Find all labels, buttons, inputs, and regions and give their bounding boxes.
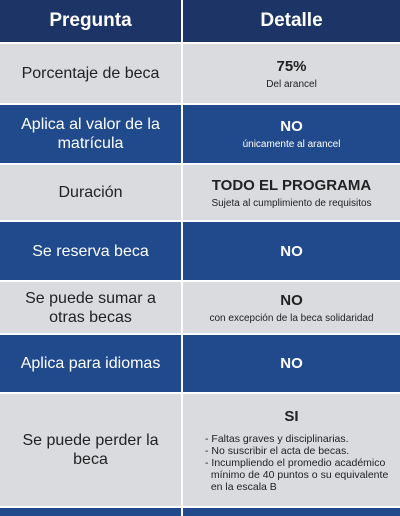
note: únicamente al arancel [242, 139, 341, 150]
detail-cell: TODO EL PROGRAMA Sujeta al cumplimiento d… [183, 165, 400, 220]
detail-cell: NO [183, 222, 400, 280]
item-list: - Faltas graves y disciplinarias. - No su… [183, 433, 388, 493]
note: Sujeta al cumplimiento de requisitos [211, 197, 372, 209]
question: Se puede sumar a otras becas [25, 289, 156, 326]
question-cell: Se puede sumar a otras becas [0, 282, 181, 333]
answer: NO [280, 291, 303, 309]
answer: TODO EL PROGRAMA [211, 176, 372, 194]
header-cell: Detalle [183, 0, 400, 42]
question-cell: Se puede perder la beca [0, 394, 181, 506]
detail-cell: NO con excepción de la beca solidaridad [183, 282, 400, 333]
header-cell: Pregunta [0, 0, 181, 42]
list-item: - Incumpliendo el promedio académico [205, 456, 386, 469]
question: Aplica al valor de la matrícula [21, 116, 160, 152]
answer: NO [280, 118, 303, 135]
column-title: Pregunta [49, 10, 132, 31]
question-cell: Aplica para idiomas [0, 335, 181, 392]
question-cell: Porcentaje de beca [0, 44, 181, 103]
answer: SI [284, 407, 299, 425]
answer: NO [280, 355, 303, 372]
question: Porcentaje de beca [21, 65, 160, 82]
detail-cell: SI - Faltas graves y disciplinarias. - No … [183, 394, 400, 506]
question: Se puede perder la beca [22, 432, 159, 468]
answer: NO [280, 242, 303, 260]
question: Se reserva beca [32, 242, 149, 260]
list-item: - Faltas graves y disciplinarias. [205, 432, 349, 445]
list-item: mínimo de 40 puntos o su equivalente [205, 468, 389, 481]
detail-cell: NO [183, 335, 400, 392]
row-bg [183, 508, 400, 516]
note: con excepción de la beca solidaridad [209, 312, 374, 324]
column-title: Detalle [260, 10, 323, 31]
question: Duración [58, 184, 123, 201]
list-item: - No suscribir el acta de becas. [205, 444, 350, 457]
list-item: en la escala B [205, 480, 277, 493]
question: Aplica para idiomas [20, 355, 161, 372]
answer: 75% [276, 57, 307, 75]
detail-cell: 75% Del arancel [183, 44, 400, 103]
question-cell: Aplica al valor de la matrícula [0, 105, 181, 163]
question-cell: Se reserva beca [0, 222, 181, 280]
detail-cell: NO únicamente al arancel [183, 105, 400, 163]
row-bg [0, 508, 181, 516]
question-cell: Duración [0, 165, 181, 220]
note: Del arancel [266, 78, 317, 90]
